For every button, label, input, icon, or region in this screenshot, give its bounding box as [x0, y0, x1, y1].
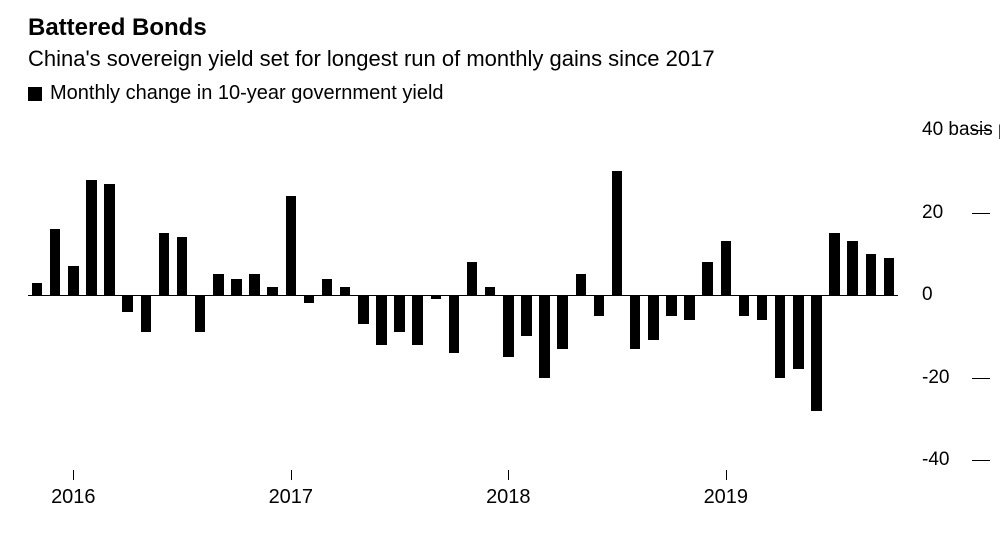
- bar: [793, 295, 804, 369]
- zero-baseline: [28, 295, 898, 296]
- chart-title: Battered Bonds: [28, 14, 207, 42]
- bar: [267, 287, 278, 295]
- y-tick: [972, 213, 990, 214]
- bar: [394, 295, 405, 332]
- x-tick-label: 2019: [704, 486, 749, 509]
- y-tick: [972, 460, 990, 461]
- bar: [648, 295, 659, 340]
- bar: [358, 295, 369, 324]
- y-tick-label: -20: [922, 367, 949, 389]
- bar: [231, 279, 242, 296]
- bar: [213, 274, 224, 295]
- bar: [630, 295, 641, 349]
- y-tick: [972, 378, 990, 379]
- bar: [702, 262, 713, 295]
- y-axis: -40-2002040 basis points: [910, 130, 1000, 460]
- bar: [684, 295, 695, 320]
- bar: [775, 295, 786, 378]
- x-tick-label: 2017: [269, 486, 314, 509]
- chart-container: Battered Bonds China's sovereign yield s…: [0, 0, 1000, 539]
- x-tick-label: 2016: [51, 486, 96, 509]
- bar: [594, 295, 605, 316]
- bar: [122, 295, 133, 312]
- bar: [304, 295, 315, 303]
- bar: [467, 262, 478, 295]
- bar: [177, 237, 188, 295]
- bar: [249, 274, 260, 295]
- bar: [449, 295, 460, 353]
- bar: [195, 295, 206, 332]
- bar: [340, 287, 351, 295]
- bar: [412, 295, 423, 345]
- x-axis: 2016 2017 2018 2019: [28, 470, 898, 530]
- y-tick-label: 20: [922, 202, 943, 224]
- bar: [576, 274, 587, 295]
- x-tick: [291, 470, 292, 480]
- bar: [485, 287, 496, 295]
- bar: [104, 184, 115, 295]
- bar: [847, 241, 858, 295]
- bar: [32, 283, 43, 295]
- bar: [86, 180, 97, 296]
- bar: [739, 295, 750, 316]
- bar: [866, 254, 877, 295]
- bar: [829, 233, 840, 295]
- bar: [757, 295, 768, 320]
- chart-subtitle: China's sovereign yield set for longest …: [28, 46, 715, 72]
- bar: [721, 241, 732, 295]
- y-tick-label: 40 basis points: [922, 119, 1000, 141]
- y-tick-label: -40: [922, 449, 949, 471]
- bar: [159, 233, 170, 295]
- bar: [141, 295, 152, 332]
- bar: [68, 266, 79, 295]
- bar: [666, 295, 677, 316]
- bar: [431, 295, 442, 299]
- bar: [50, 229, 61, 295]
- bar: [557, 295, 568, 349]
- bar: [503, 295, 514, 357]
- bar: [286, 196, 297, 295]
- legend-label: Monthly change in 10-year government yie…: [50, 82, 444, 105]
- bar: [539, 295, 550, 378]
- bar: [521, 295, 532, 336]
- plot-area: [28, 130, 898, 460]
- x-tick: [73, 470, 74, 480]
- x-tick: [726, 470, 727, 480]
- bar: [612, 171, 623, 295]
- bar: [884, 258, 895, 295]
- bar: [811, 295, 822, 411]
- bar: [322, 279, 333, 296]
- y-tick-label: 0: [922, 284, 933, 306]
- x-tick-label: 2018: [486, 486, 531, 509]
- bar: [376, 295, 387, 345]
- legend: Monthly change in 10-year government yie…: [28, 82, 444, 105]
- legend-swatch: [28, 87, 42, 101]
- x-tick: [508, 470, 509, 480]
